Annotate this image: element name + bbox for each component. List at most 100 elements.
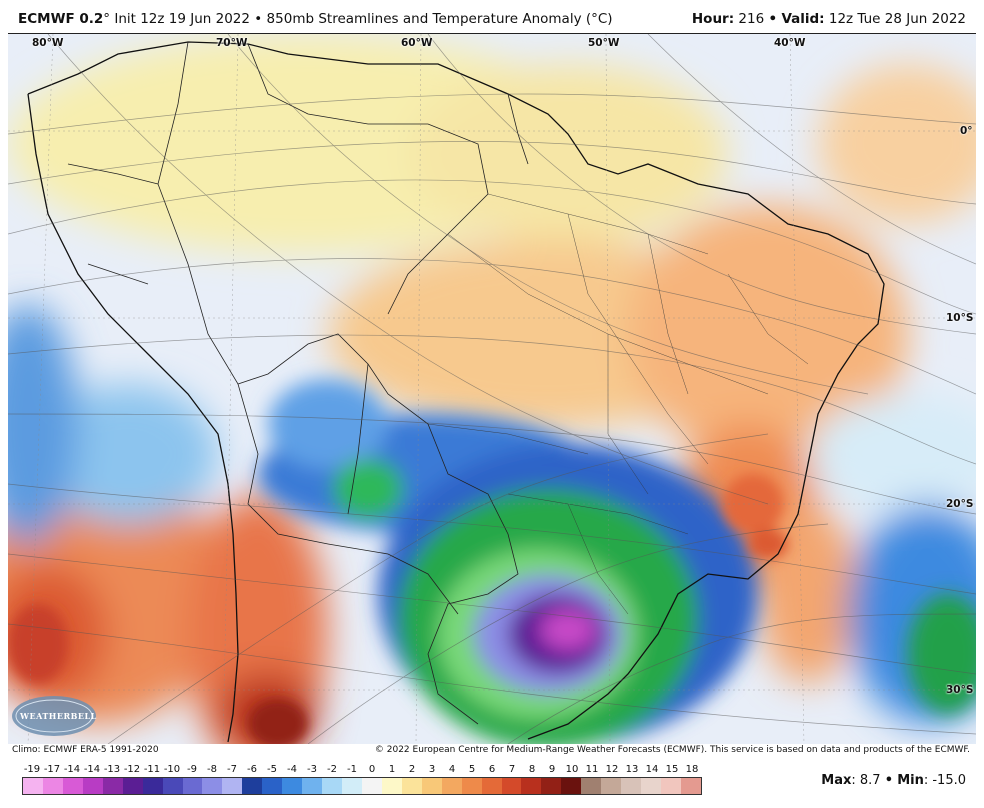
lat-label-0: 0° — [960, 125, 973, 137]
colorbar-segment — [680, 778, 701, 794]
streamlines — [8, 34, 976, 744]
colorbar-segment — [461, 778, 482, 794]
min-label: Min — [897, 773, 924, 788]
valid-bullet: • — [768, 11, 778, 27]
valid-value: 12z Tue 28 Jun 2022 — [828, 11, 966, 27]
colorbar-tick: 11 — [585, 764, 599, 775]
colorbar-tick: -10 — [163, 764, 181, 775]
header: ECMWF 0.2° Init 12z 19 Jun 2022 • 850mb … — [0, 0, 984, 34]
colorbar-segment — [501, 778, 522, 794]
colorbar-segment — [23, 778, 43, 794]
colorbar-tick: -19 — [23, 764, 41, 775]
colorbar-tick: 12 — [605, 764, 619, 775]
hour-value: 216 — [738, 11, 765, 27]
colorbar-tick: -3 — [307, 764, 317, 775]
colorbar-segment — [381, 778, 402, 794]
colorbar-tick: -13 — [103, 764, 121, 775]
climo-note: Climo: ECMWF ERA-5 1991-2020 — [12, 745, 159, 755]
valid-time-info: Hour: 216 • Valid: 12z Tue 28 Jun 2022 — [692, 11, 966, 27]
colorbar-tick: 2 — [408, 764, 416, 775]
colorbar-tick: 13 — [625, 764, 639, 775]
map-title: ECMWF 0.2° Init 12z 19 Jun 2022 • 850mb … — [18, 11, 613, 27]
weatherbell-logo — [12, 696, 96, 736]
colorbar-segment — [222, 778, 243, 794]
logo-text: WEATHERBELL — [20, 711, 97, 721]
colorbar-tick: 7 — [508, 764, 516, 775]
colorbar-tick: 0 — [368, 764, 376, 775]
colorbar-tick: 5 — [468, 764, 476, 775]
colorbar-tick: -6 — [247, 764, 257, 775]
colorbar-tick: -7 — [227, 764, 237, 775]
map-canvas[interactable] — [8, 34, 976, 744]
lon-label-70w: 70°W — [216, 37, 248, 49]
colorbar-segment — [322, 778, 342, 794]
colorbar-segment — [641, 778, 661, 794]
colorbar-segment — [102, 778, 123, 794]
model-name: ECMWF 0.2 — [18, 11, 104, 27]
colorbar-segment — [401, 778, 422, 794]
colorbar-tick: -12 — [123, 764, 141, 775]
product-name: 850mb Streamlines and Temperature Anomal… — [266, 11, 613, 27]
colorbar-segment — [521, 778, 542, 794]
lat-label-10s: 10°S — [946, 312, 974, 324]
colorbar-tick: 9 — [548, 764, 556, 775]
max-min-readout: Max: 8.7 • Min: -15.0 — [821, 773, 966, 788]
init-time: Init 12z 19 Jun 2022 — [114, 11, 250, 27]
colorbar-segment — [541, 778, 562, 794]
colorbar-tick: -5 — [267, 764, 277, 775]
colorbar-tick: 14 — [645, 764, 659, 775]
colorbar-tick: 1 — [388, 764, 396, 775]
colorbar-segment — [162, 778, 183, 794]
lat-label-20s: 20°S — [946, 498, 974, 510]
colorbar-segment — [481, 778, 502, 794]
lon-label-80w: 80°W — [32, 37, 64, 49]
colorbar-tick: -4 — [287, 764, 297, 775]
lon-label-60w: 60°W — [401, 37, 433, 49]
cold-anomaly-core — [258, 379, 976, 744]
lon-label-50w: 50°W — [588, 37, 620, 49]
colorbar-segment — [122, 778, 143, 794]
graticule — [8, 34, 976, 744]
colorbar-segment — [302, 778, 323, 794]
colorbar-segment — [242, 778, 263, 794]
max-label: Max — [821, 773, 852, 788]
colorbar-segment — [342, 778, 362, 794]
colorbar-segment — [601, 778, 622, 794]
colorbar-tick: 18 — [685, 764, 699, 775]
colorbar-segment — [82, 778, 103, 794]
colorbar-tick: 15 — [665, 764, 679, 775]
colorbar-segment — [661, 778, 681, 794]
colorbar-tick: -11 — [143, 764, 161, 775]
colorbar-tick: -8 — [207, 764, 217, 775]
colorbar-tick: 10 — [565, 764, 579, 775]
colorbar-segment — [561, 778, 582, 794]
colorbar-segment — [282, 778, 303, 794]
valid-label: Valid: — [781, 11, 825, 27]
header-rule — [8, 33, 976, 34]
colorbar-tick: 6 — [488, 764, 496, 775]
colorbar-tick: 3 — [428, 764, 436, 775]
colorbar-segment — [441, 778, 462, 794]
colorbar-tick: -9 — [187, 764, 197, 775]
max-value: 8.7 — [859, 773, 881, 788]
colorbar-tick: -17 — [43, 764, 61, 775]
copyright-note: © 2022 European Centre for Medium-Range … — [374, 745, 970, 755]
title-bullet: • — [254, 11, 263, 27]
colorbar-segment — [581, 778, 602, 794]
colorbar-segment — [262, 778, 283, 794]
colorbar-segment — [202, 778, 223, 794]
temperature-anomaly-map — [8, 34, 976, 744]
colorbar-tick-labels: -19 -17 -14 -14 -13 -12 -11 -10 -9 -8 -7 -6 -5 -4 -3 -2… — [22, 764, 702, 776]
lon-label-40w: 40°W — [774, 37, 806, 49]
colorbar-segment — [142, 778, 163, 794]
colorbar-tick: -2 — [327, 764, 337, 775]
colorbar-segment — [421, 778, 442, 794]
min-value: -15.0 — [932, 773, 966, 788]
colorbar-segment — [62, 778, 83, 794]
colorbar-tick: -14 — [83, 764, 101, 775]
colorbar-tick: -1 — [347, 764, 357, 775]
hour-label: Hour: — [691, 11, 735, 27]
colorbar-segment — [621, 778, 642, 794]
colorbar-segment — [182, 778, 203, 794]
maxmin-bullet: • — [884, 773, 894, 788]
